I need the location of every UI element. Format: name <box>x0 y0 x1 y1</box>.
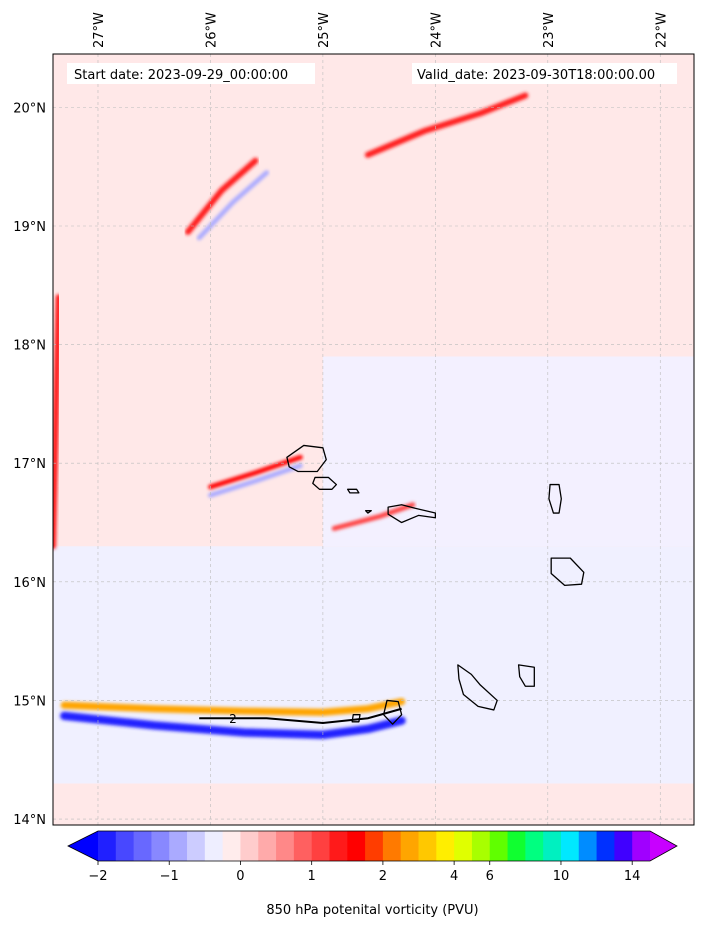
start-date-label: Start date: 2023-09-29_00:00:00 <box>74 68 288 83</box>
colorbar-segment <box>614 831 633 861</box>
colorbar-segment <box>133 831 152 861</box>
colorbar-label: 850 hPa potenital vorticity (PVU) <box>266 903 479 918</box>
colorbar-segment <box>525 831 544 861</box>
pv-streak-north <box>364 92 529 158</box>
colorbar-tick-label: 4 <box>450 869 458 884</box>
valid-date-box <box>412 63 677 84</box>
colorbar-segment <box>276 831 295 861</box>
colorbar-tick-label: 0 <box>236 869 244 884</box>
coastline-santo-ant-o <box>286 444 327 473</box>
lon-tick-labels: 27°W 26°W 25°W 24°W 23°W 22°W <box>92 12 669 48</box>
pv-region-negative-weak <box>53 546 694 784</box>
coastline-raso <box>364 510 372 514</box>
colorbar-segment <box>98 831 117 861</box>
lon-tick-label: 24°W <box>429 12 444 48</box>
colorbar-segment <box>543 831 562 861</box>
lat-tick-label: 20°N <box>13 101 46 116</box>
colorbar-segment <box>115 831 135 861</box>
start-date-box <box>67 63 315 84</box>
lon-tick-label: 26°W <box>204 12 219 48</box>
pv-west-edge <box>53 294 62 550</box>
colorbar-segment <box>400 831 420 861</box>
colorbar-segment <box>418 831 437 861</box>
colorbar-segment <box>507 831 526 861</box>
colorbar-tick-label: 1 <box>308 869 316 884</box>
colorbar-segment <box>489 831 509 861</box>
lon-tick-label: 23°W <box>542 12 557 48</box>
pv-streak-nw-pos <box>184 157 259 235</box>
colorbar-segment <box>596 831 615 861</box>
pv-contour: 2 <box>199 707 402 726</box>
lat-tick-label: 19°N <box>13 220 46 235</box>
islands <box>286 444 585 725</box>
colorbar-segment <box>436 831 455 861</box>
coastline-s-o-nicolau <box>387 504 437 524</box>
colorbar-segment <box>471 831 491 861</box>
coastline-s-o-vicente <box>312 476 338 490</box>
pv-streak-east <box>331 502 416 531</box>
colorbar-segment <box>222 831 241 861</box>
lat-tick-labels: 14°N 15°N 16°N 17°N 18°N 19°N 20°N <box>13 101 46 828</box>
coastline-santiago <box>457 664 498 711</box>
pv-contour-label: 2 <box>229 712 237 726</box>
colorbar-segment <box>365 831 384 861</box>
coastline-sal <box>548 483 562 514</box>
pv-streak-mid-pos <box>208 454 303 490</box>
colorbar-segment <box>204 831 224 861</box>
colorbar-segment <box>382 831 402 861</box>
lat-tick-label: 18°N <box>13 339 46 354</box>
colorbar-segment <box>347 831 366 861</box>
colorbar-segment <box>187 831 206 861</box>
colorbar-segment <box>578 831 598 861</box>
colorbar-segment <box>240 831 259 861</box>
pv-field <box>53 92 694 784</box>
gridlines <box>53 54 694 825</box>
lon-tick-label: 27°W <box>92 12 107 48</box>
pv-contour-line <box>199 707 402 724</box>
coastline-maio <box>517 664 535 687</box>
colorbar-segment <box>454 831 473 861</box>
coastline-santa-luzia <box>346 488 360 494</box>
colorbar: −2 −1 0 1 2 4 6 10 14 <box>67 830 678 884</box>
pv-band-positive <box>60 698 406 716</box>
colorbar-segment <box>169 831 188 861</box>
valid-date-label: Valid_date: 2023-09-30T18:00:00.00 <box>417 68 655 83</box>
colorbar-segment <box>329 831 348 861</box>
lat-tick-label: 14°N <box>13 813 46 828</box>
colorbar-segment <box>258 831 277 861</box>
colorbar-tick-label: −2 <box>88 869 107 884</box>
map-area: 2 <box>53 54 694 825</box>
colorbar-tick-label: −1 <box>160 869 179 884</box>
lat-tick-label: 16°N <box>13 576 46 591</box>
colorbar-segment <box>632 831 651 861</box>
colorbar-segment <box>151 831 170 861</box>
colorbar-segment <box>311 831 330 861</box>
pv-band-negative <box>60 711 406 740</box>
coastline-fogo <box>382 699 403 725</box>
colorbar-tick-label: 14 <box>624 869 641 884</box>
colorbar-segment <box>560 831 580 861</box>
colorbar-tick-label: 6 <box>486 869 494 884</box>
lon-tick-label: 22°W <box>654 12 669 48</box>
colorbar-tick-label: 2 <box>379 869 387 884</box>
colorbar-segment <box>293 831 313 861</box>
lat-tick-label: 17°N <box>13 457 46 472</box>
colorbar-extend-max <box>650 831 677 861</box>
map-frame <box>52 53 695 826</box>
colorbar-extend-min <box>68 831 98 861</box>
coastline-boa-vista <box>550 557 585 587</box>
pv-streak-mid-neg <box>208 463 303 498</box>
lat-tick-label: 15°N <box>13 694 46 709</box>
lon-tick-label: 25°W <box>317 12 332 48</box>
colorbar-tick-label: 10 <box>553 869 570 884</box>
